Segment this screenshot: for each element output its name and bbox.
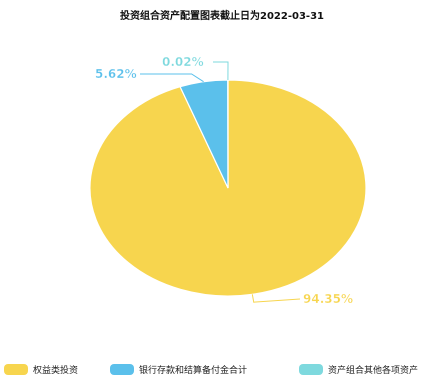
legend-label-3: 资产组合其他各项资产 bbox=[328, 364, 418, 376]
slice-labels: 94.35% 5.62% 0.02% bbox=[95, 55, 353, 306]
legend-label-2: 银行存款和结算备付金合计 bbox=[139, 364, 247, 376]
legend: 权益类投资 银行存款和结算备付金合计 资产组合其他各项资产 bbox=[4, 364, 418, 376]
leader-line-3 bbox=[213, 61, 229, 81]
pie-slices bbox=[89, 79, 367, 297]
legend-label-1: 权益类投资 bbox=[33, 364, 78, 376]
legend-swatch-3 bbox=[299, 364, 323, 375]
legend-swatch-1 bbox=[4, 364, 28, 375]
leader-line-2 bbox=[140, 73, 204, 83]
legend-swatch-2 bbox=[110, 364, 134, 375]
data-label-3: 0.02% bbox=[162, 55, 204, 69]
data-label-1: 94.35% bbox=[303, 292, 353, 306]
leader-line-1 bbox=[251, 294, 301, 303]
data-label-2: 5.62% bbox=[95, 67, 137, 81]
chart-title: 投资组合资产配置图表截止日为2022-03-31 bbox=[120, 9, 324, 22]
pie-slice-1 bbox=[89, 79, 367, 297]
